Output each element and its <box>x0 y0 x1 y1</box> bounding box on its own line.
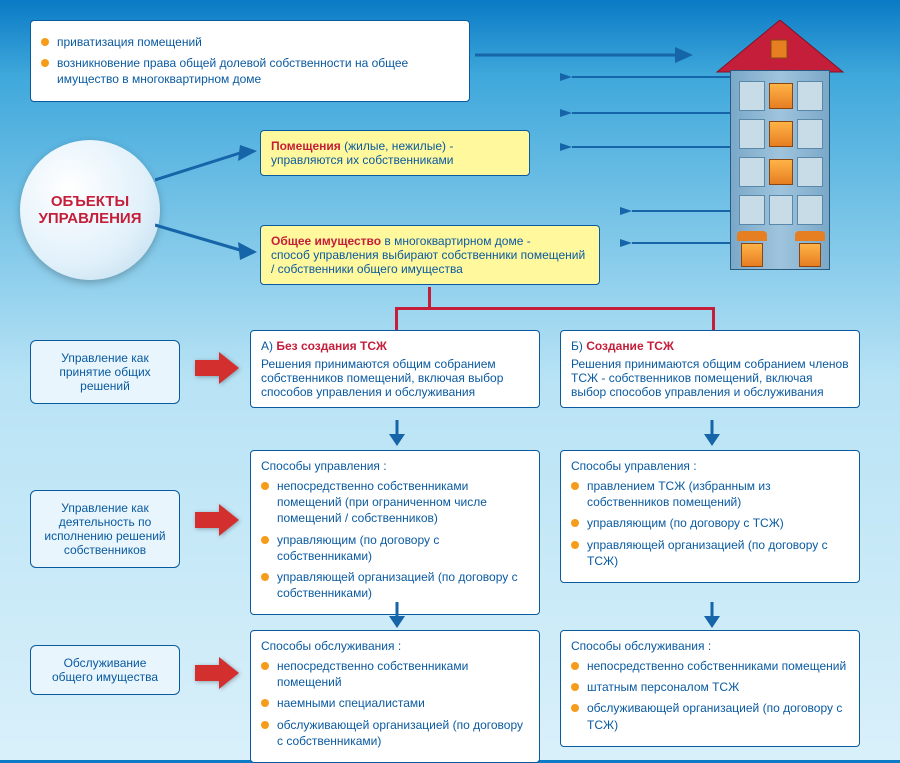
common-line2: способ управления выбирают собственники … <box>271 248 589 276</box>
colA-serv-0: непосредственно собственниками помещений <box>261 658 529 690</box>
premises-line2: управляются их собственниками <box>271 153 519 167</box>
colB-mgmt-0: правлением ТСЖ (избранным из собственник… <box>571 478 849 510</box>
colA-serv: Способы обслуживания : непосредственно с… <box>250 630 540 763</box>
colA-mgmt-0: непосредственно собственниками помещений… <box>261 478 529 527</box>
conn-vert-a <box>395 307 398 330</box>
colA-header: Без создания ТСЖ <box>276 339 387 353</box>
colA-mgmt-2: управляющей организацией (по договору с … <box>261 569 529 601</box>
colB-dec-text: Решения принимаются общим собранием член… <box>571 357 849 399</box>
colA-mgmt-title: Способы управления : <box>261 459 529 473</box>
colB-mgmt-1: управляющим (по договору с ТСЖ) <box>571 515 849 531</box>
colA-dec-text: Решения принимаются общим собранием собс… <box>261 357 529 399</box>
common-suffix: в многоквартирном доме - <box>381 234 531 248</box>
arrow-down-A1 <box>385 420 409 448</box>
colA-decisions: А) Без создания ТСЖ Решения принимаются … <box>250 330 540 408</box>
circle-line2: УПРАВЛЕНИЯ <box>38 210 141 227</box>
building-body <box>730 70 830 270</box>
premises-title: Помещения <box>271 139 341 153</box>
colA-prefix: А) <box>261 339 276 353</box>
arrow-down-B2 <box>700 602 724 630</box>
left-service-text: Обслуживание общего имущества <box>52 656 158 684</box>
arrow-top-to-building <box>475 40 695 70</box>
left-decisions: Управление как принятие общих решений <box>30 340 180 404</box>
left-decisions-text: Управление как принятие общих решений <box>59 351 150 393</box>
arrow-down-B1 <box>700 420 724 448</box>
common-box: Общее имущество в многоквартирном доме -… <box>260 225 600 285</box>
colA-mgmt-1: управляющим (по договору с собственникам… <box>261 532 529 564</box>
top-item-1: возникновение права общей долевой собств… <box>41 55 459 87</box>
arrow-building-to-premises <box>560 72 730 82</box>
colA-serv-1: наемными специалистами <box>261 695 529 711</box>
arrow-building-to-premises-2 <box>560 108 730 118</box>
left-service: Обслуживание общего имущества <box>30 645 180 695</box>
top-ownership-box: приватизация помещений возникновение пра… <box>30 20 470 102</box>
red-arrow-3 <box>195 657 240 689</box>
top-item-0: приватизация помещений <box>41 34 459 50</box>
conn-vert-main <box>428 287 431 307</box>
arrow-circle-to-common <box>155 220 260 260</box>
premises-suffix: (жилые, нежилые) - <box>341 139 454 153</box>
colB-serv-title: Способы обслуживания : <box>571 639 849 653</box>
arrow-building-to-common-2 <box>620 238 730 248</box>
left-activity-text: Управление как деятельность по исполнени… <box>44 501 165 557</box>
colA-serv-title: Способы обслуживания : <box>261 639 529 653</box>
colA-mgmt: Способы управления : непосредственно соб… <box>250 450 540 615</box>
colB-decisions: Б) Создание ТСЖ Решения принимаются общи… <box>560 330 860 408</box>
arrow-building-to-common-1 <box>620 206 730 216</box>
colB-serv-2: обслуживающей организацией (по договору … <box>571 700 849 732</box>
red-arrow-1 <box>195 352 240 384</box>
building-roof <box>715 20 845 75</box>
circle-line1: ОБЪЕКТЫ <box>38 193 141 210</box>
colB-mgmt-2: управляющей организацией (по договору с … <box>571 537 849 569</box>
colB-serv-1: штатным персоналом ТСЖ <box>571 679 849 695</box>
arrow-circle-to-premises <box>155 145 260 185</box>
arrow-down-A2 <box>385 602 409 630</box>
objects-circle: ОБЪЕКТЫ УПРАВЛЕНИЯ <box>20 140 160 280</box>
colA-serv-2: обслуживающей организацией (по договору … <box>261 717 529 749</box>
arrow-building-to-premises-3 <box>560 142 730 152</box>
colB-mgmt-title: Способы управления : <box>571 459 849 473</box>
conn-vert-b <box>712 307 715 330</box>
colB-serv: Способы обслуживания : непосредственно с… <box>560 630 860 747</box>
colB-mgmt: Способы управления : правлением ТСЖ (изб… <box>560 450 860 583</box>
conn-horiz <box>395 307 715 310</box>
colB-serv-0: непосредственно собственниками помещений <box>571 658 849 674</box>
left-activity: Управление как деятельность по исполнени… <box>30 490 180 568</box>
common-title: Общее имущество <box>271 234 381 248</box>
red-arrow-2 <box>195 504 240 536</box>
colB-prefix: Б) <box>571 339 586 353</box>
premises-box: Помещения (жилые, нежилые) - управляются… <box>260 130 530 176</box>
colB-header: Создание ТСЖ <box>586 339 674 353</box>
